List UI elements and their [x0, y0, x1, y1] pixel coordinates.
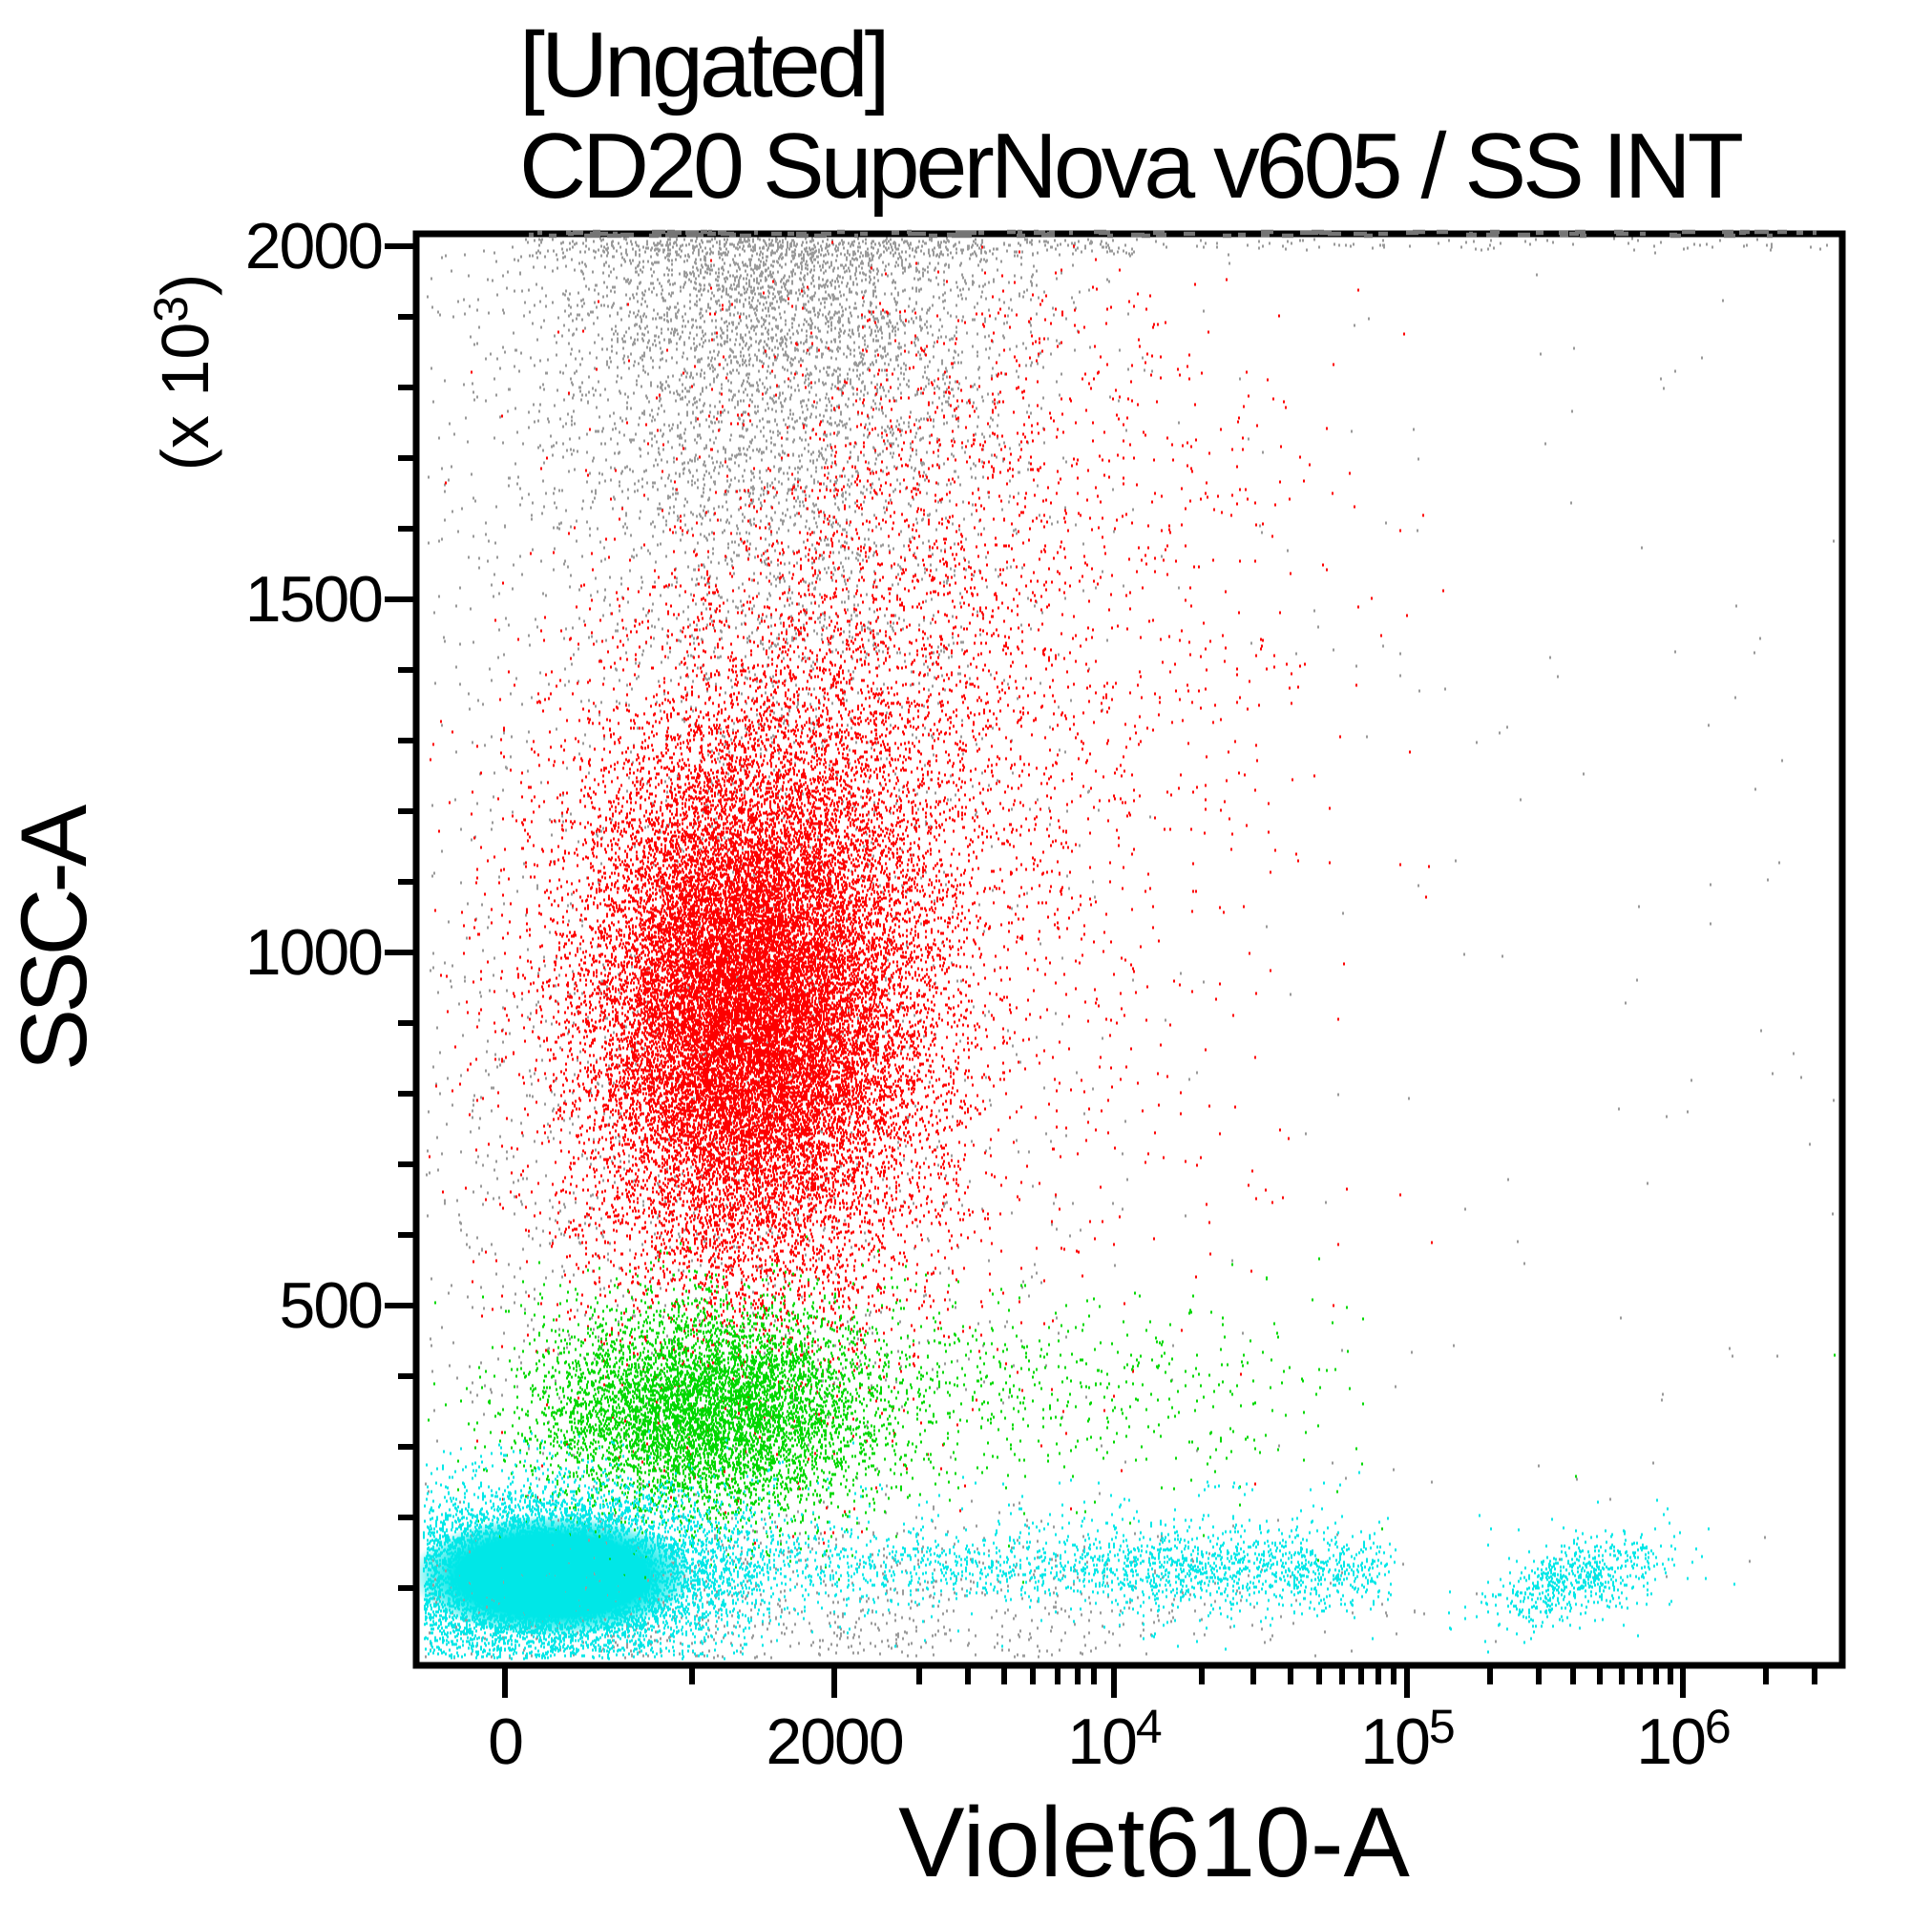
- svg-text:1000: 1000: [245, 916, 382, 989]
- svg-text:500: 500: [280, 1269, 383, 1342]
- svg-text:1500: 1500: [245, 563, 382, 636]
- svg-text:CD20 SuperNova v605 / SS INT: CD20 SuperNova v605 / SS INT: [519, 114, 1743, 218]
- svg-text:2000: 2000: [766, 1705, 902, 1778]
- svg-text:Violet610-A: Violet610-A: [898, 1788, 1410, 1898]
- svg-text:106: 106: [1636, 1700, 1730, 1778]
- svg-text:SSC-A: SSC-A: [1, 804, 106, 1071]
- svg-text:[Ungated]: [Ungated]: [519, 12, 887, 116]
- svg-text:2000: 2000: [245, 210, 382, 282]
- svg-text:0: 0: [488, 1705, 522, 1778]
